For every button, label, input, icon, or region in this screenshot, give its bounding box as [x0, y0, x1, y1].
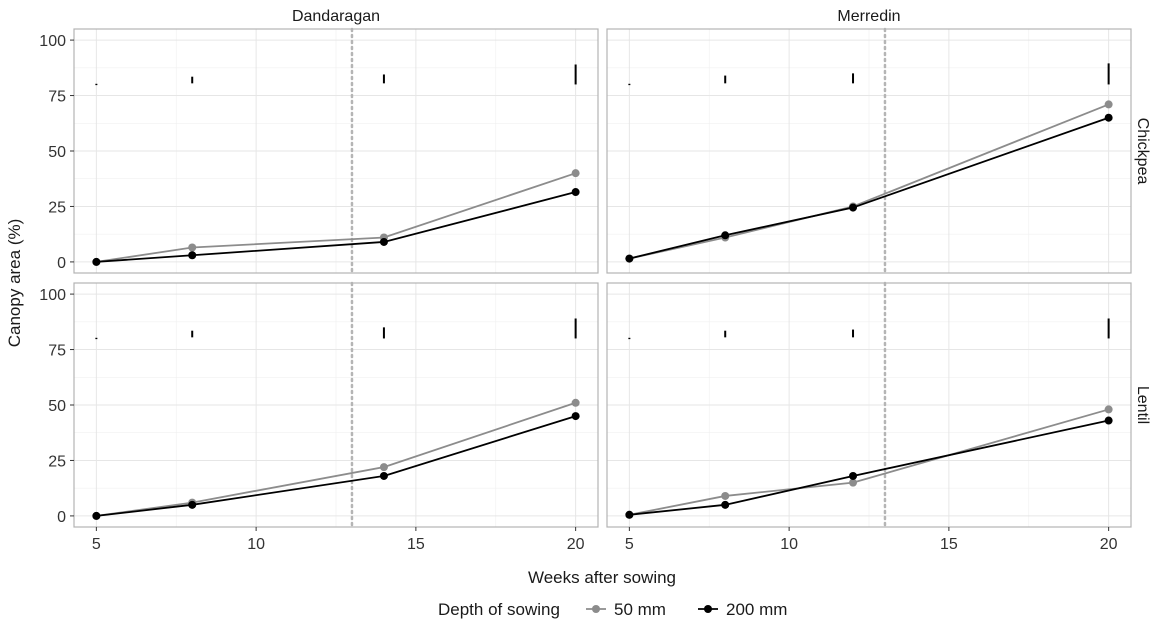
series-line [96, 401, 576, 517]
strip-label-lentil: Lentil [1134, 386, 1151, 424]
error-bars [628, 63, 1110, 86]
x-axis-title: Weeks after sowing [528, 568, 676, 587]
series-200-mm [625, 113, 1113, 263]
y-tick-label: 0 [57, 509, 66, 526]
x-tick-label: 5 [625, 536, 634, 553]
series-200-mm [92, 188, 580, 266]
data-point [92, 257, 101, 266]
series-200-mm [92, 412, 580, 520]
data-point [721, 491, 730, 500]
y-tick-label: 100 [39, 287, 66, 304]
strip-merredin [607, 0, 1131, 29]
legend-key-point [592, 605, 600, 613]
series-line [629, 419, 1109, 516]
legend-item-200-mm: 200 mm [698, 600, 787, 619]
x-tick-label: 15 [940, 536, 958, 553]
data-point [1104, 405, 1113, 414]
x-tick-label: 20 [1100, 536, 1118, 553]
legend-title: Depth of sowing [438, 600, 560, 619]
data-point [571, 188, 580, 197]
strip-dandaragan [74, 0, 598, 29]
series-line [96, 172, 576, 263]
panel-dandaragan-chickpea [73, 27, 599, 275]
legend-item-50-mm: 50 mm [586, 600, 666, 619]
data-point [571, 169, 580, 178]
panel-dandaragan-lentil [73, 281, 599, 529]
panels [73, 27, 1132, 529]
data-point [379, 463, 388, 472]
data-point [1104, 416, 1113, 425]
data-point [1104, 100, 1113, 109]
data-point [571, 398, 580, 407]
y-tick-label: 25 [48, 453, 66, 470]
error-bars [628, 318, 1110, 340]
data-point [188, 500, 197, 509]
gridlines [74, 283, 598, 527]
data-point [92, 511, 101, 520]
data-point [625, 510, 634, 519]
legend-label: 200 mm [726, 600, 787, 619]
column-strips: Dandaragan Merredin [74, 0, 1131, 29]
data-point [721, 231, 730, 240]
data-point [1104, 113, 1113, 122]
legend-label: 50 mm [614, 600, 666, 619]
data-point [849, 471, 858, 480]
data-point [625, 254, 634, 263]
strip-label-chickpea: Chickpea [1134, 118, 1151, 185]
x-axis-ticks: 5 10 15 20 5 10 15 20 [92, 527, 1118, 553]
y-tick-label: 75 [48, 343, 66, 360]
legend: Depth of sowing 50 mm 200 mm [438, 600, 787, 619]
y-tick-label: 25 [48, 199, 66, 216]
panel-merredin-lentil [606, 281, 1132, 529]
data-point [188, 251, 197, 260]
panel-border [606, 28, 1132, 274]
panel-merredin-chickpea [606, 27, 1132, 275]
legend-key-point [704, 605, 712, 613]
x-tick-label: 10 [247, 536, 265, 553]
y-tick-label: 100 [39, 33, 66, 50]
series-200-mm [625, 416, 1113, 519]
strip-label-merredin: Merredin [837, 8, 900, 25]
gridlines [607, 29, 1131, 273]
data-point [379, 471, 388, 480]
error-bars [95, 64, 577, 86]
data-point [188, 243, 197, 252]
y-tick-label: 50 [48, 398, 66, 415]
data-point [721, 500, 730, 509]
series-line [629, 408, 1109, 516]
data-point [571, 412, 580, 421]
panel-border [606, 282, 1132, 528]
error-bars [95, 318, 577, 340]
x-tick-label: 5 [92, 536, 101, 553]
x-tick-label: 15 [407, 536, 425, 553]
row-strips: Chickpea Lentil [1134, 118, 1151, 424]
y-axis-title: Canopy area (%) [5, 219, 24, 348]
gridlines [607, 283, 1131, 527]
y-axis-ticks: 0 25 50 75 100 0 25 50 75 100 [39, 33, 74, 526]
strip-label-dandaragan: Dandaragan [292, 8, 380, 25]
data-point [849, 478, 858, 487]
series-line [96, 191, 576, 263]
y-tick-label: 75 [48, 89, 66, 106]
y-tick-label: 50 [48, 144, 66, 161]
y-tick-label: 0 [57, 255, 66, 272]
x-tick-label: 20 [567, 536, 585, 553]
legend-items: 50 mm 200 mm [586, 600, 787, 619]
gridlines [74, 29, 598, 273]
series-line [629, 116, 1109, 260]
data-point [849, 203, 858, 212]
data-point [379, 237, 388, 246]
x-tick-label: 10 [780, 536, 798, 553]
series-line [96, 415, 576, 517]
